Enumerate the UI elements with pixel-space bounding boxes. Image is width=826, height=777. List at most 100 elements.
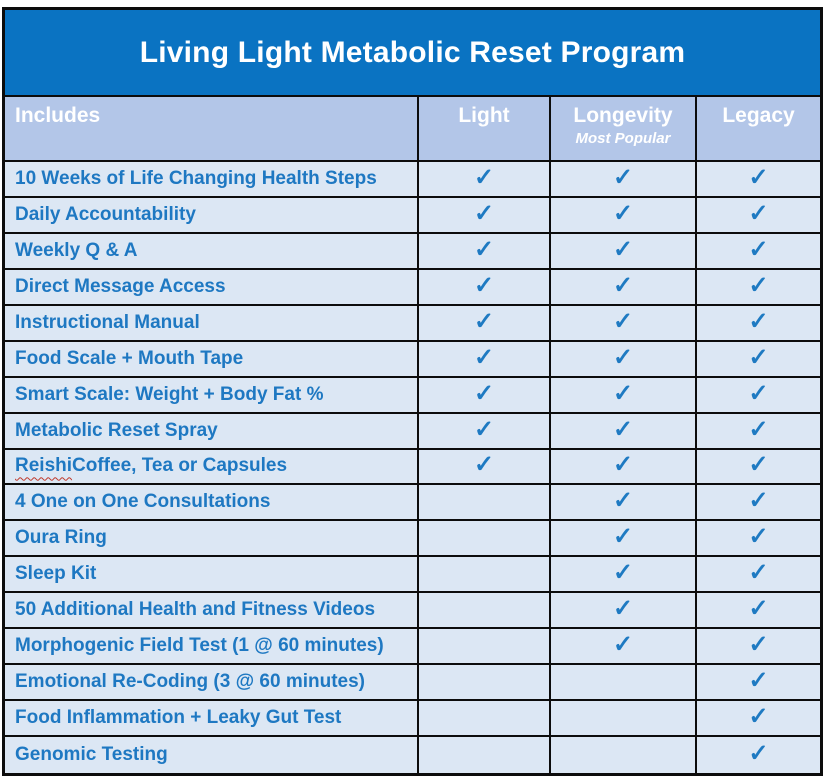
table-row: Food Inflammation + Leaky Gut Test ✓ — [5, 701, 820, 738]
feature-label: Food Scale + Mouth Tape — [5, 341, 419, 376]
checkmark-cell — [419, 737, 551, 773]
checkmark-cell — [419, 593, 551, 628]
header-cell-legacy: Legacy — [697, 97, 820, 160]
checkmark-cell: ✓ — [551, 629, 697, 664]
checkmark-cell: ✓ — [697, 306, 820, 340]
header-cell-light: Light — [419, 97, 551, 160]
check-icon: ✓ — [473, 235, 495, 263]
table-row: Emotional Re-Coding (3 @ 60 minutes) ✓ — [5, 665, 820, 702]
check-icon: ✓ — [748, 307, 769, 335]
title-bar: Living Light Metabolic Reset Program — [5, 10, 820, 97]
checkmark-cell — [551, 701, 697, 736]
check-icon: ✓ — [473, 307, 495, 335]
check-icon: ✓ — [748, 595, 769, 623]
check-icon: ✓ — [612, 487, 634, 515]
check-icon: ✓ — [612, 199, 634, 227]
checkmark-cell: ✓ — [697, 485, 820, 519]
checkmark-cell: ✓ — [697, 234, 820, 268]
feature-label: Weekly Q & A — [5, 233, 419, 268]
plan-name-light: Light — [458, 104, 510, 127]
check-icon: ✓ — [612, 451, 634, 479]
table-body: 10 Weeks of Life Changing Health Steps ✓ ✓… — [5, 162, 820, 773]
check-icon: ✓ — [748, 343, 769, 371]
check-icon: ✓ — [748, 199, 769, 227]
check-icon: ✓ — [473, 343, 495, 371]
table-row: Oura Ring ✓ ✓ — [5, 521, 820, 558]
checkmark-cell — [419, 701, 551, 736]
feature-label: Direct Message Access — [5, 269, 419, 304]
check-icon: ✓ — [612, 307, 634, 335]
checkmark-cell: ✓ — [551, 162, 697, 196]
checkmark-cell: ✓ — [697, 701, 820, 735]
table-row: Weekly Q & A ✓ ✓ ✓ — [5, 233, 820, 270]
check-icon: ✓ — [473, 379, 495, 407]
check-icon: ✓ — [473, 271, 495, 299]
checkmark-cell: ✓ — [419, 305, 551, 340]
check-icon: ✓ — [473, 451, 495, 479]
feature-label: Daily Accountability — [5, 197, 419, 232]
plan-subtitle-most-popular: Most Popular — [575, 130, 671, 147]
check-icon: ✓ — [748, 415, 769, 443]
comparison-table: Living Light Metabolic Reset Program Inc… — [2, 7, 823, 776]
check-icon: ✓ — [748, 559, 769, 587]
checkmark-cell: ✓ — [419, 341, 551, 376]
feature-label: Sleep Kit — [5, 557, 419, 592]
check-icon: ✓ — [612, 559, 634, 587]
table-header-row: Includes Light Longevity Most Popular Le… — [5, 97, 820, 162]
feature-label: Morphogenic Field Test (1 @ 60 minutes) — [5, 629, 419, 664]
checkmark-cell — [419, 521, 551, 556]
feature-label: 50 Additional Health and Fitness Videos — [5, 593, 419, 628]
feature-label: Instructional Manual — [5, 305, 419, 340]
checkmark-cell: ✓ — [419, 197, 551, 232]
checkmark-cell — [551, 665, 697, 700]
check-icon: ✓ — [748, 487, 769, 515]
checkmark-cell: ✓ — [551, 521, 697, 556]
check-icon: ✓ — [612, 595, 634, 623]
checkmark-cell: ✓ — [697, 629, 820, 663]
check-icon: ✓ — [612, 235, 634, 263]
feature-label: 10 Weeks of Life Changing Health Steps — [5, 162, 419, 196]
checkmark-cell: ✓ — [419, 233, 551, 268]
checkmark-cell: ✓ — [697, 378, 820, 412]
check-icon: ✓ — [612, 415, 634, 443]
checkmark-cell: ✓ — [419, 377, 551, 412]
header-cell-includes: Includes — [5, 97, 419, 160]
checkmark-cell: ✓ — [551, 593, 697, 628]
checkmark-cell: ✓ — [551, 197, 697, 232]
table-row: Sleep Kit ✓ ✓ — [5, 557, 820, 594]
check-icon: ✓ — [748, 163, 769, 191]
table-row: Reishi Coffee, Tea or Capsules ✓ ✓ ✓ — [5, 449, 820, 486]
checkmark-cell: ✓ — [697, 737, 820, 773]
check-icon: ✓ — [612, 163, 634, 191]
table-row: 10 Weeks of Life Changing Health Steps ✓ ✓… — [5, 162, 820, 198]
check-icon: ✓ — [473, 199, 495, 227]
feature-label: Emotional Re-Coding (3 @ 60 minutes) — [5, 665, 419, 700]
checkmark-cell: ✓ — [697, 162, 820, 196]
checkmark-cell: ✓ — [697, 414, 820, 448]
feature-label: 4 One on One Consultations — [5, 485, 419, 520]
table-row: Metabolic Reset Spray ✓ ✓ ✓ — [5, 413, 820, 450]
table-row: 4 One on One Consultations ✓ ✓ — [5, 485, 820, 522]
header-cell-longevity: Longevity Most Popular — [551, 97, 697, 160]
check-icon: ✓ — [473, 415, 495, 443]
checkmark-cell: ✓ — [697, 198, 820, 232]
check-icon: ✓ — [473, 163, 495, 191]
checkmark-cell: ✓ — [697, 665, 820, 699]
checkmark-cell: ✓ — [697, 557, 820, 591]
feature-label: Smart Scale: Weight + Body Fat % — [5, 377, 419, 412]
checkmark-cell: ✓ — [551, 341, 697, 376]
checkmark-cell: ✓ — [697, 450, 820, 484]
feature-label: Oura Ring — [5, 521, 419, 556]
checkmark-cell: ✓ — [551, 305, 697, 340]
checkmark-cell: ✓ — [419, 269, 551, 304]
checkmark-cell: ✓ — [551, 269, 697, 304]
page-title: Living Light Metabolic Reset Program — [139, 35, 686, 69]
feature-label: Metabolic Reset Spray — [5, 413, 419, 448]
checkmark-cell — [419, 665, 551, 700]
check-icon: ✓ — [748, 451, 769, 479]
check-icon: ✓ — [612, 379, 634, 407]
checkmark-cell: ✓ — [419, 162, 551, 196]
plan-name-legacy: Legacy — [722, 104, 795, 127]
table-row: Instructional Manual ✓ ✓ ✓ — [5, 305, 820, 342]
